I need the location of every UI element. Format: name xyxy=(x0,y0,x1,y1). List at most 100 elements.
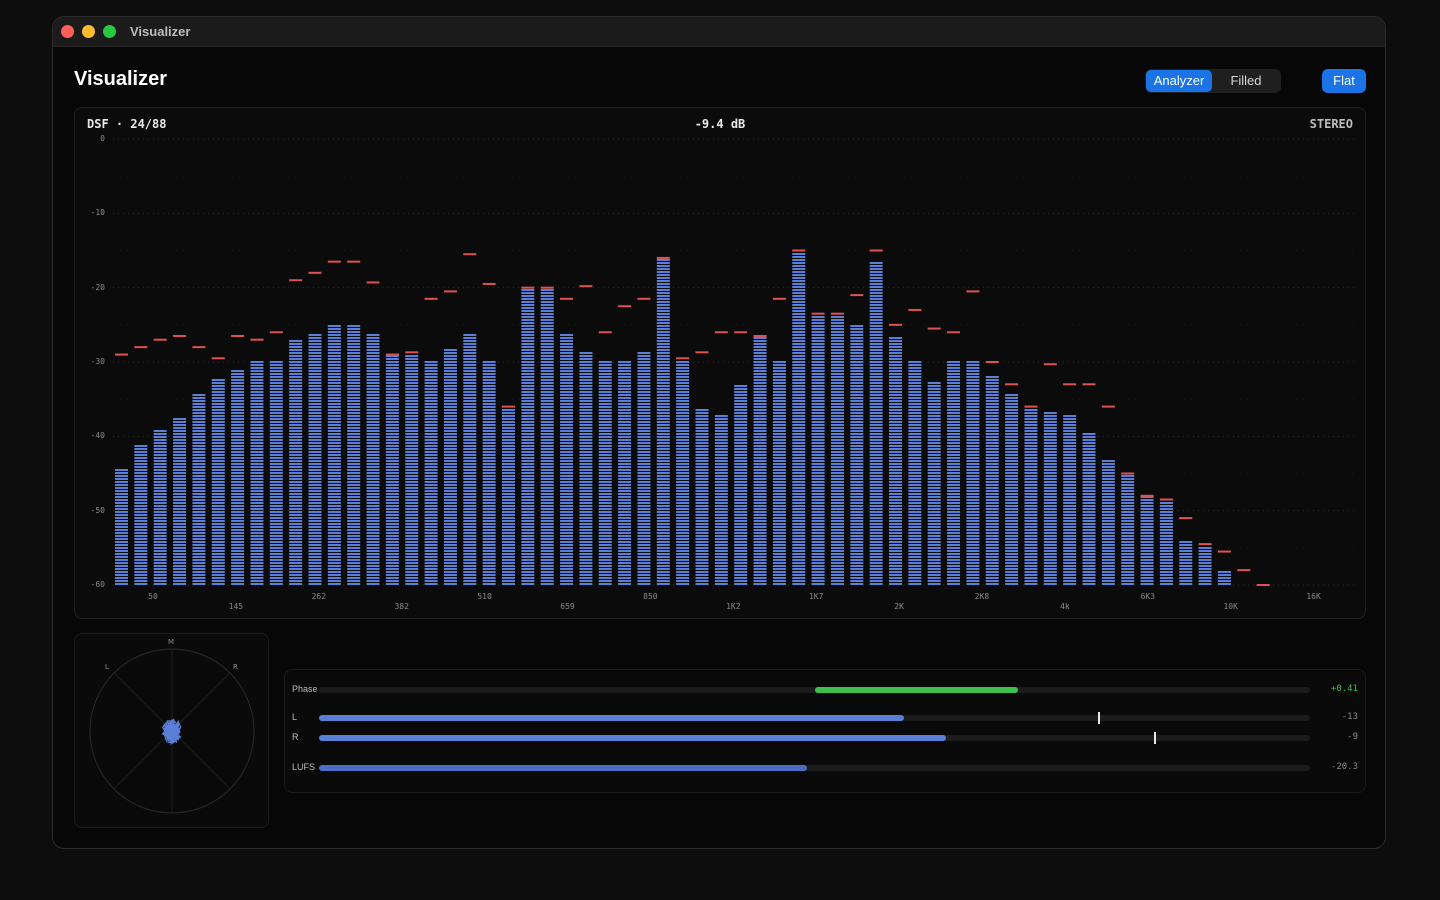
zoom-window-button[interactable] xyxy=(103,25,116,38)
peak-marker xyxy=(463,253,477,256)
peak-marker xyxy=(579,285,593,288)
peak-marker xyxy=(134,346,148,349)
left-label: L xyxy=(105,663,109,671)
spectrum-bar xyxy=(676,361,690,585)
right-label: R xyxy=(233,663,238,671)
peak-marker xyxy=(308,271,322,274)
peak-marker xyxy=(443,290,457,293)
spectrum-bar xyxy=(424,361,438,585)
spectrum-bar xyxy=(850,325,864,585)
peak-marker xyxy=(753,334,767,337)
mode-segmented-control: Analyzer Filled xyxy=(1145,69,1281,93)
x-tick-label: 2K8 xyxy=(974,592,990,601)
peak-marker xyxy=(1256,584,1270,586)
x-tick-label: 10K xyxy=(1223,602,1238,611)
spectrum-bar xyxy=(772,361,786,585)
peak-marker xyxy=(598,331,612,334)
peak-marker xyxy=(1198,543,1212,546)
spectrum-bar xyxy=(385,355,399,585)
spectrum-bar xyxy=(714,415,728,585)
peak-marker xyxy=(560,297,574,300)
title-bar: Visualizer xyxy=(53,17,1385,47)
left-level-value: -13 xyxy=(1341,712,1358,722)
peak-marker xyxy=(656,256,670,259)
level-readout: -9.4 dB xyxy=(694,117,746,131)
spectrum-bar xyxy=(540,289,554,585)
y-tick-label: -60 xyxy=(90,580,105,589)
peak-marker xyxy=(211,357,225,360)
x-tick-label: 850 xyxy=(643,592,658,601)
spectrum-bar xyxy=(1179,541,1193,585)
spectrum-bar xyxy=(753,337,767,585)
peak-marker xyxy=(289,279,303,282)
spectrum-bar xyxy=(927,382,941,585)
spectrum-bar xyxy=(1198,547,1212,585)
right-channel-label: R xyxy=(292,732,299,742)
peak-marker xyxy=(734,331,748,334)
goniometer xyxy=(89,648,255,814)
lufs-meter xyxy=(319,765,1310,771)
x-tick-label: 145 xyxy=(228,602,244,611)
peak-marker xyxy=(695,351,709,354)
meters-panel: Phase +0.41 L -13 R -9 LUFS -20.3 xyxy=(284,669,1366,793)
spectrum-bar xyxy=(1005,394,1019,585)
spectrum-bar xyxy=(211,379,225,585)
peak-marker xyxy=(985,361,999,363)
y-tick-label: -10 xyxy=(90,208,105,218)
peak-marker xyxy=(792,249,806,252)
peak-marker xyxy=(1179,517,1193,520)
spectrum-bar xyxy=(1024,409,1038,585)
spectrum-bar xyxy=(231,370,245,585)
lufs-value: -20.3 xyxy=(1330,762,1358,772)
spectrum-bar xyxy=(173,418,187,585)
peak-marker xyxy=(966,290,980,293)
peak-marker xyxy=(424,297,438,300)
peak-marker xyxy=(1005,383,1019,386)
right-level-fill xyxy=(319,735,947,741)
spectrum-bar xyxy=(966,361,980,585)
peak-marker xyxy=(327,260,341,263)
spectrum-bar xyxy=(695,409,709,585)
peak-marker xyxy=(1159,498,1173,501)
x-tick-label: 262 xyxy=(311,592,327,601)
peak-marker xyxy=(1121,472,1135,475)
x-tick-label: 16K xyxy=(1306,592,1321,601)
peak-marker xyxy=(1101,405,1115,408)
close-window-button[interactable] xyxy=(61,25,74,38)
spectrum-bar xyxy=(734,385,748,585)
spectrum-bar xyxy=(502,409,515,585)
spectrum-bar xyxy=(1217,571,1231,585)
x-tick-label: 1K2 xyxy=(726,602,741,611)
x-tick-label: 50 xyxy=(148,592,158,601)
spectrum-bar xyxy=(598,361,612,585)
format-label: DSF · 24/88 xyxy=(87,117,167,131)
peak-marker xyxy=(482,282,496,285)
x-tick-label: 510 xyxy=(477,592,492,601)
filled-mode-button[interactable]: Filled xyxy=(1230,73,1262,88)
peak-marker xyxy=(927,327,941,330)
x-tick-label: 659 xyxy=(560,602,575,611)
spectrum-bar xyxy=(889,337,902,585)
peak-marker xyxy=(192,346,206,349)
spectrum-bar xyxy=(579,352,593,585)
spectrum-bar xyxy=(1159,502,1173,585)
peak-marker xyxy=(830,312,844,315)
spectrum-bar xyxy=(308,334,322,585)
spectrum-bar xyxy=(985,376,999,585)
peak-marker xyxy=(250,338,264,341)
flat-button[interactable]: Flat xyxy=(1322,69,1366,93)
spectrum-bar xyxy=(1043,412,1057,585)
app-window: Visualizer Visualizer Analyzer Filled Fl… xyxy=(52,16,1386,849)
phase-label: Phase xyxy=(292,684,318,694)
analyzer-mode-button[interactable]: Analyzer xyxy=(1146,70,1212,92)
phase-meter xyxy=(319,687,1310,693)
peak-marker xyxy=(947,331,961,334)
spectrum-bar xyxy=(637,352,651,585)
peak-marker xyxy=(811,312,825,315)
peak-marker xyxy=(1024,405,1038,408)
spectrum-bar xyxy=(134,445,148,585)
minimize-window-button[interactable] xyxy=(82,25,95,38)
lissajous-path xyxy=(161,718,182,746)
spectrum-bar xyxy=(1082,433,1096,585)
peak-marker xyxy=(1082,383,1096,386)
